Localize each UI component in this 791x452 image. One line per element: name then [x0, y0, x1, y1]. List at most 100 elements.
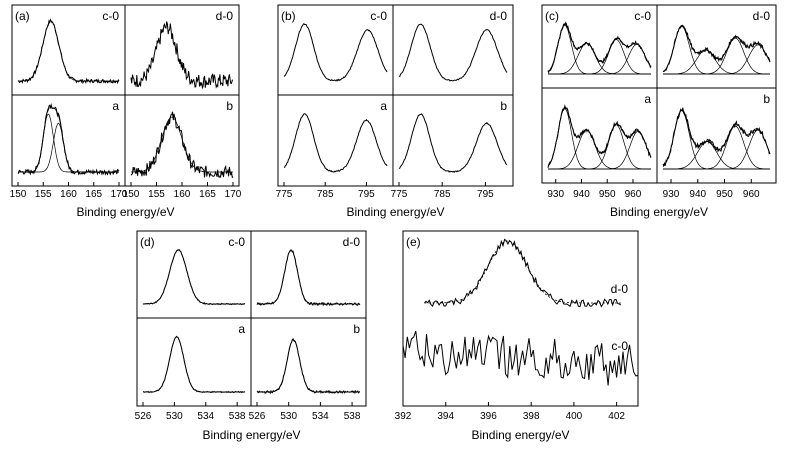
subpanel-label-c-d-0: d-0	[753, 9, 771, 23]
fit-component-c-a-0	[547, 108, 651, 170]
x-tick-label-e-400: 400	[566, 411, 583, 422]
fit-component-c-a-3	[548, 130, 652, 170]
spectrum-c-d-0	[662, 24, 771, 72]
x-tick-label-c-left-950: 950	[599, 189, 616, 200]
subpanel-label-d-b: b	[353, 322, 360, 336]
x-tick-label-b-left-785: 785	[317, 189, 334, 200]
x-tick-label-b-right-775: 775	[391, 189, 408, 200]
fit-envelope-c-b	[662, 109, 771, 167]
x-axis-label-b: Binding energy/eV	[346, 205, 444, 219]
fit-component-c-b-1	[663, 141, 770, 170]
spectrum-a-d-0	[130, 21, 234, 90]
subpanel-label-d-d-0: d-0	[343, 235, 361, 249]
subpanel-label-b-d-0: d-0	[490, 9, 508, 23]
x-tick-label-d-left-534: 534	[197, 411, 214, 422]
fit-component-c-c-0-1	[548, 42, 651, 75]
x-axis-label-e: Binding energy/eV	[471, 428, 569, 442]
fit-envelope-d-a	[143, 336, 245, 393]
panel-label: (d)	[140, 235, 155, 249]
spectrum-e-c-0	[402, 330, 639, 386]
fit-envelope-c-c-0	[547, 23, 652, 73]
spectrum-d-d-0	[256, 249, 361, 307]
fit-component-c-d-0-1	[663, 49, 770, 75]
x-tick-label-e-392: 392	[395, 411, 412, 422]
spectrum-b-d-0	[398, 23, 508, 82]
spectrum-d-c-0	[142, 249, 246, 306]
x-tick-label-e-398: 398	[523, 411, 540, 422]
spectrum-d-b	[256, 338, 361, 395]
panel-b: (b) c-0 d-0 a b 775 785 795 775 785 795 Binding ene…	[276, 4, 514, 219]
spectrum-b-a	[283, 113, 388, 173]
panel-label: (a)	[15, 9, 30, 23]
subpanel-label-c-a: a	[644, 92, 651, 106]
fit-envelope-a-c-0	[18, 20, 119, 82]
x-tick-label-a-left-160: 160	[60, 189, 77, 200]
subpanel-label-c-b: b	[763, 92, 770, 106]
fit-component-a-a-1	[18, 122, 119, 173]
fit-component-c-c-0-0	[547, 24, 651, 75]
panel-e: (e) d-0 c-0 392 394 396 398 400 402 Binding energ…	[395, 230, 639, 442]
spectrum-a-c-0	[17, 18, 120, 85]
panel-label: (c)	[545, 9, 559, 23]
x-tick-label-b-left-775: 775	[276, 189, 293, 200]
subpanel-label-a-a: a	[112, 99, 119, 113]
spectrum-a-b	[130, 111, 234, 179]
fit-component-c-a-1	[548, 129, 651, 170]
subpanel-label-a-c-0: c-0	[102, 9, 119, 23]
subpanel-label-a-d-0: d-0	[216, 9, 234, 23]
x-tick-label-a-left-165: 165	[85, 189, 102, 200]
x-tick-label-c-right-930: 930	[663, 189, 680, 200]
subpanel-label-b-a: a	[380, 99, 387, 113]
x-tick-label-b-right-785: 785	[434, 189, 451, 200]
series-label-e-d-0: d-0	[611, 282, 629, 296]
fit-envelope-d-d-0	[257, 249, 360, 305]
x-tick-label-e-394: 394	[437, 411, 454, 422]
x-tick-label-c-right-960: 960	[743, 189, 760, 200]
series-label-e-c-0: c-0	[611, 339, 628, 353]
panel-frame	[541, 4, 777, 184]
x-tick-label-d-right-530: 530	[280, 411, 297, 422]
x-tick-label-d-right-538: 538	[344, 411, 361, 422]
x-tick-label-c-left-930: 930	[547, 189, 564, 200]
x-tick-label-a-right-155: 155	[148, 189, 165, 200]
x-tick-label-e-402: 402	[608, 411, 625, 422]
x-axis-label-c: Binding energy/eV	[610, 205, 708, 219]
x-axis-label-a: Binding energy/eV	[76, 205, 174, 219]
x-tick-label-d-right-526: 526	[249, 411, 266, 422]
x-tick-label-a-right-150: 150	[123, 189, 140, 200]
panel-label: (b)	[281, 9, 296, 23]
panel-label: (e)	[406, 235, 421, 249]
x-tick-label-c-left-960: 960	[625, 189, 642, 200]
fit-component-c-d-0-3	[663, 44, 771, 75]
fit-envelope-c-a	[547, 106, 652, 167]
spectrum-d-a	[142, 335, 246, 394]
x-tick-label-e-396: 396	[480, 411, 497, 422]
x-tick-label-c-right-950: 950	[716, 189, 733, 200]
fit-component-c-d-0-0	[662, 26, 770, 75]
subpanel-label-b-c-0: c-0	[370, 9, 387, 23]
spectrum-c-b	[662, 107, 771, 168]
x-tick-label-b-right-795: 795	[477, 189, 494, 200]
x-tick-label-d-left-526: 526	[135, 411, 152, 422]
x-tick-label-d-left-538: 538	[229, 411, 246, 422]
x-tick-label-c-right-940: 940	[689, 189, 706, 200]
spectrum-e-d-0	[424, 238, 622, 308]
panel-c: (c) c-0 d-0 a b 930 940 950 960 930 940 950 960 Bindi…	[541, 4, 777, 219]
spectrum-a-a	[17, 102, 120, 176]
subpanel-label-c-c-0: c-0	[634, 9, 651, 23]
x-tick-label-d-right-534: 534	[312, 411, 329, 422]
subpanel-label-a-b: b	[226, 99, 233, 113]
x-tick-label-d-left-530: 530	[166, 411, 183, 422]
x-tick-label-c-left-940: 940	[573, 189, 590, 200]
subpanel-label-d-a: a	[238, 322, 245, 336]
fit-component-c-b-2	[663, 125, 770, 170]
fit-envelope-d-c-0	[143, 249, 245, 305]
x-tick-label-a-left-170: 170	[111, 189, 128, 200]
fit-component-c-b-3	[663, 129, 771, 170]
fit-envelope-c-d-0	[662, 25, 771, 73]
x-tick-label-a-left-155: 155	[35, 189, 52, 200]
fit-envelope-a-b	[131, 116, 233, 173]
x-tick-label-a-left-150: 150	[10, 189, 27, 200]
